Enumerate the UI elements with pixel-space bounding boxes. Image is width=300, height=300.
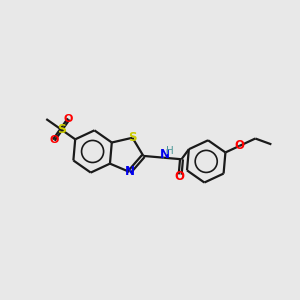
Text: H: H	[166, 146, 174, 156]
Text: S: S	[128, 131, 137, 144]
Text: O: O	[49, 135, 58, 145]
Text: S: S	[57, 123, 66, 136]
Text: N: N	[160, 148, 170, 160]
Text: O: O	[64, 114, 73, 124]
Text: O: O	[174, 170, 184, 183]
Text: N: N	[124, 165, 134, 178]
Text: O: O	[234, 140, 244, 152]
